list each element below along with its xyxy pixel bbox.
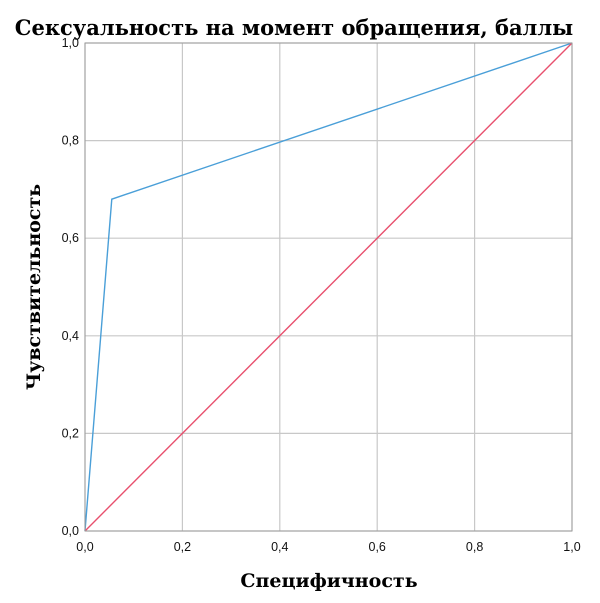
x-tick-label-5: 1,0 (563, 540, 580, 554)
y-tick-labels: 0,0 0,2 0,4 0,6 0,8 1,0 (62, 36, 79, 538)
series-line-0 (84, 42, 573, 532)
y-tick-label-1: 0,2 (62, 426, 79, 440)
x-tick-label-1: 0,2 (174, 540, 191, 554)
plot-frame (84, 42, 573, 532)
series-line-1 (84, 42, 573, 532)
y-tick-label-5: 1,0 (62, 36, 79, 50)
y-axis-label: Чувствительность (23, 184, 45, 390)
y-tick-label-4: 0,8 (62, 134, 79, 148)
x-axis-label: Специфичность (240, 570, 417, 592)
y-tick-label-2: 0,4 (62, 329, 79, 343)
series-group (84, 42, 573, 532)
chart-title: Сексуальность на момент обращения, баллы (15, 15, 573, 40)
x-tick-label-2: 0,4 (271, 540, 288, 554)
y-tick-label-3: 0,6 (62, 231, 79, 245)
x-tick-label-3: 0,6 (369, 540, 386, 554)
x-tick-labels: 0,0 0,2 0,4 0,6 0,8 1,0 (76, 540, 580, 554)
x-tick-label-4: 0,8 (466, 540, 483, 554)
x-tick-label-0: 0,0 (76, 540, 93, 554)
y-tick-label-0: 0,0 (62, 524, 79, 538)
